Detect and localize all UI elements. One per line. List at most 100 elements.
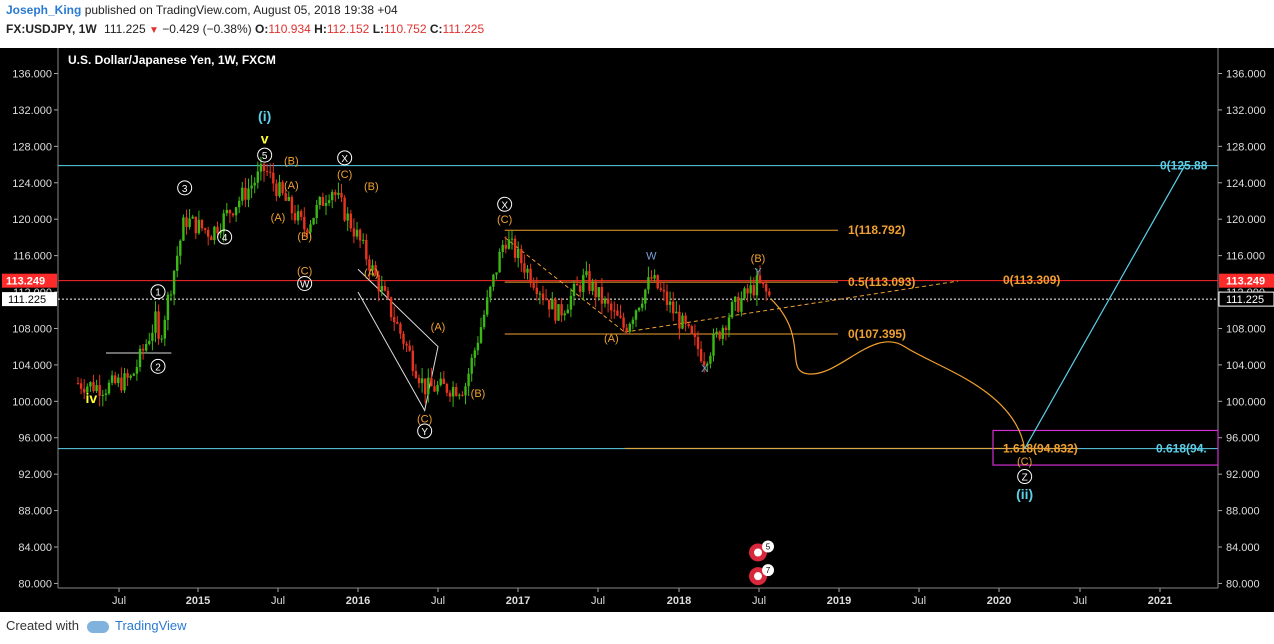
candle-body xyxy=(656,275,659,289)
candle-body xyxy=(758,275,762,282)
candle-body xyxy=(625,327,628,332)
price-chart[interactable]: U.S. Dollar/Japanese Yen, 1W, FXCM 136.0… xyxy=(0,40,1274,612)
candle-body xyxy=(461,394,464,396)
wave-label: X xyxy=(701,363,709,375)
candle-body xyxy=(538,293,542,295)
candle-body xyxy=(383,285,387,291)
x-tick-label: Jul xyxy=(431,595,445,607)
fib-level-label: 0(113.309) xyxy=(1003,273,1060,287)
y-tick-label-right: 100.000 xyxy=(1226,396,1266,408)
wave-circle-mark xyxy=(337,150,353,166)
candle-body xyxy=(768,291,771,296)
candle-body xyxy=(467,373,470,387)
tradingview-logo-icon xyxy=(86,620,109,633)
projection-curve xyxy=(770,298,1026,449)
author-name[interactable]: Joseph_King xyxy=(6,3,82,17)
candle-body xyxy=(89,382,92,387)
candle-body xyxy=(129,375,132,378)
candle-body xyxy=(566,309,569,314)
candle-body xyxy=(160,338,163,340)
candle-body xyxy=(727,317,731,331)
y-tick-label-left: 124.000 xyxy=(12,178,52,190)
current-price-badge-left-label: 111.225 xyxy=(8,294,46,306)
candle-body xyxy=(551,299,554,310)
candle-body xyxy=(737,296,740,312)
wave-circle-mark xyxy=(497,196,513,212)
candle-body xyxy=(306,229,309,233)
candle-body xyxy=(117,377,120,384)
wave-label: Y xyxy=(754,267,762,279)
candle-body xyxy=(448,392,452,397)
y-tick-label-right: 136.000 xyxy=(1226,68,1266,80)
wave-label: (B) xyxy=(751,253,766,265)
candle-body xyxy=(743,288,746,299)
candle-body xyxy=(312,217,315,225)
fib-level-label: 0(125.88 xyxy=(1160,159,1208,173)
candle-body xyxy=(517,248,520,258)
candle-body xyxy=(622,317,625,328)
y-tick-label-right: 132.000 xyxy=(1226,105,1266,117)
candle-body xyxy=(79,383,83,389)
y-tick-label-right: 104.000 xyxy=(1226,360,1266,372)
candle-body xyxy=(197,219,201,234)
x-tick-label: 2015 xyxy=(186,595,210,607)
target-zone-box xyxy=(992,429,1219,466)
candle-body xyxy=(690,326,693,334)
candle-body xyxy=(389,297,393,318)
candle-body xyxy=(120,377,123,391)
candle-body xyxy=(157,311,160,339)
price-change: −0.429 (−0.38%) xyxy=(162,22,252,36)
y-tick-label-right: 128.000 xyxy=(1226,141,1266,153)
candle-body xyxy=(569,295,573,310)
y-tick-label-left: 108.000 xyxy=(12,323,52,335)
candle-body xyxy=(594,282,597,298)
candle-body xyxy=(482,314,486,328)
candle-body xyxy=(216,226,219,234)
candle-body xyxy=(346,213,349,221)
candle-body xyxy=(675,311,678,314)
candle-body xyxy=(185,217,188,228)
candle-body xyxy=(600,287,604,304)
candle-body xyxy=(427,377,430,395)
publish-info: published on TradingView.com, August 05,… xyxy=(84,3,398,17)
candle-body xyxy=(659,288,662,290)
y-tick-label-left: 136.000 xyxy=(12,68,52,80)
candle-body xyxy=(213,226,216,241)
candle-body xyxy=(247,188,250,200)
x-tick-label: 2016 xyxy=(346,595,370,607)
current-price-badge-label: 111.225 xyxy=(1226,294,1264,306)
candle-body xyxy=(402,333,405,344)
candle-body xyxy=(188,218,191,228)
fib-level-label: 1(118.792) xyxy=(848,223,905,237)
candle-body xyxy=(436,385,439,392)
candle-body xyxy=(647,277,650,290)
wave-circle-mark xyxy=(417,423,433,439)
candle-body xyxy=(281,182,284,194)
candle-body xyxy=(145,344,148,351)
candle-body xyxy=(513,238,517,258)
candle-body xyxy=(442,378,445,385)
candle-body xyxy=(98,385,101,396)
plot-area[interactable] xyxy=(58,48,1218,588)
candle-body xyxy=(709,355,712,364)
candle-body xyxy=(526,268,529,273)
candle-body xyxy=(634,310,638,320)
candle-body xyxy=(455,387,458,396)
y-tick-label-right: 124.000 xyxy=(1226,178,1266,190)
candle-body xyxy=(424,378,427,395)
candle-body xyxy=(231,213,235,216)
candle-body xyxy=(501,244,504,252)
y-tick-label-right: 92.000 xyxy=(1226,469,1260,481)
candle-body xyxy=(287,196,290,201)
candle-body xyxy=(430,377,433,387)
candle-body xyxy=(548,299,551,310)
candle-body xyxy=(334,192,337,195)
time-axis-panel xyxy=(0,588,1274,612)
candle-body xyxy=(362,239,365,241)
wave-label: (ii) xyxy=(1016,486,1033,502)
event-count-badge xyxy=(762,540,774,553)
tradingview-link[interactable]: TradingView xyxy=(114,618,187,633)
candle-body xyxy=(495,272,498,275)
event-marker-center xyxy=(754,572,762,581)
candle-body xyxy=(687,324,690,327)
